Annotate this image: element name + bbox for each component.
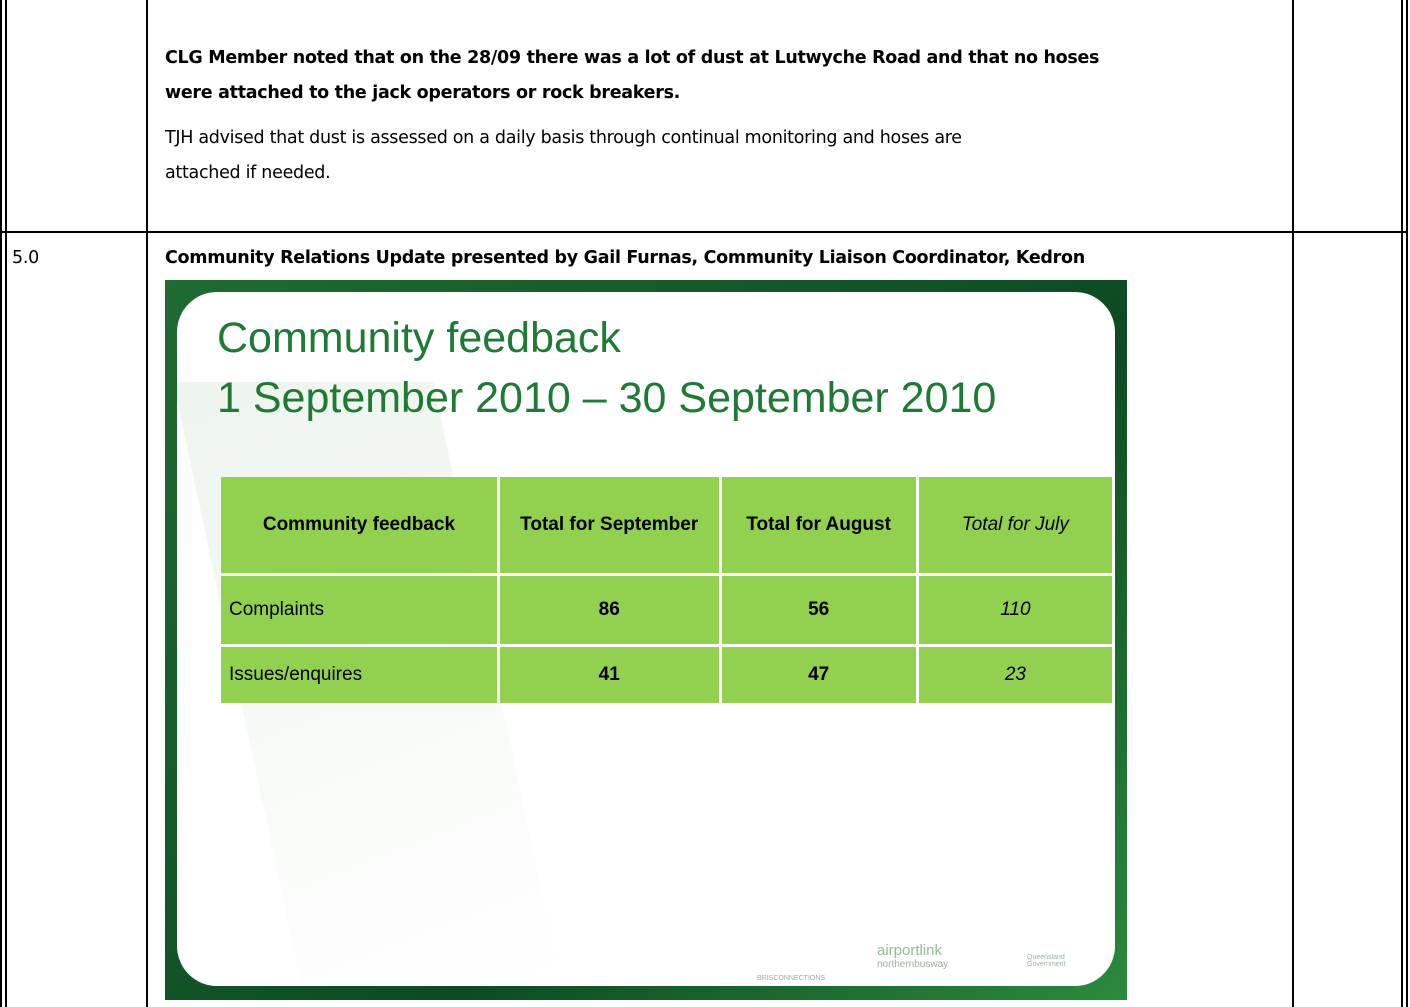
logo: Queensland Government [1027,954,1066,968]
note-text: TJH advised that dust is assessed on a d… [165,128,962,148]
note-bold: were attached to the jack operators or r… [165,83,681,103]
table-cell: 41 [499,647,719,703]
table-cell: 56 [721,576,916,644]
table-cell: Community feedback [221,477,497,573]
logo: northernbusway [877,959,949,970]
header-row: Community feedback Total for September Tot… [221,477,1112,573]
table-cell: Issues/enquires [221,647,497,703]
border [5,0,7,1007]
slide: Community feedback 1 September 2010 – 30… [165,280,1127,1000]
border [146,0,148,1007]
logo: BRISCONNECTIONS [757,975,826,982]
slide-title: Community feedback [217,314,621,362]
border [1406,0,1408,1007]
table-cell: Total for August [721,477,916,573]
logo: airportlink [877,942,943,959]
slide-body: Community feedback 1 September 2010 – 30… [177,292,1115,986]
border [0,0,2,1007]
note-bold: CLG Member noted that on the 28/09 there… [165,48,1100,68]
data-row: Complaints 86 56 110 [221,576,1112,644]
table-cell: 110 [918,576,1112,644]
item-heading: Community Relations Update presented by … [165,248,1085,268]
border [1401,0,1403,1007]
border [0,231,1408,233]
table-cell: Total for July [918,477,1112,573]
item-number: 5.0 [12,248,39,268]
data-row: Issues/enquires 41 47 23 [221,647,1112,703]
table-cell: Complaints [221,576,497,644]
slide-title: 1 September 2010 – 30 September 2010 [217,374,997,422]
border [1292,0,1294,1007]
table-cell: Total for September [499,477,719,573]
table-cell: 23 [918,647,1112,703]
note-text: attached if needed. [165,163,331,183]
feedback-table: Community feedback Total for September Tot… [218,474,1115,706]
table-cell: 86 [499,576,719,644]
table-cell: 47 [721,647,916,703]
